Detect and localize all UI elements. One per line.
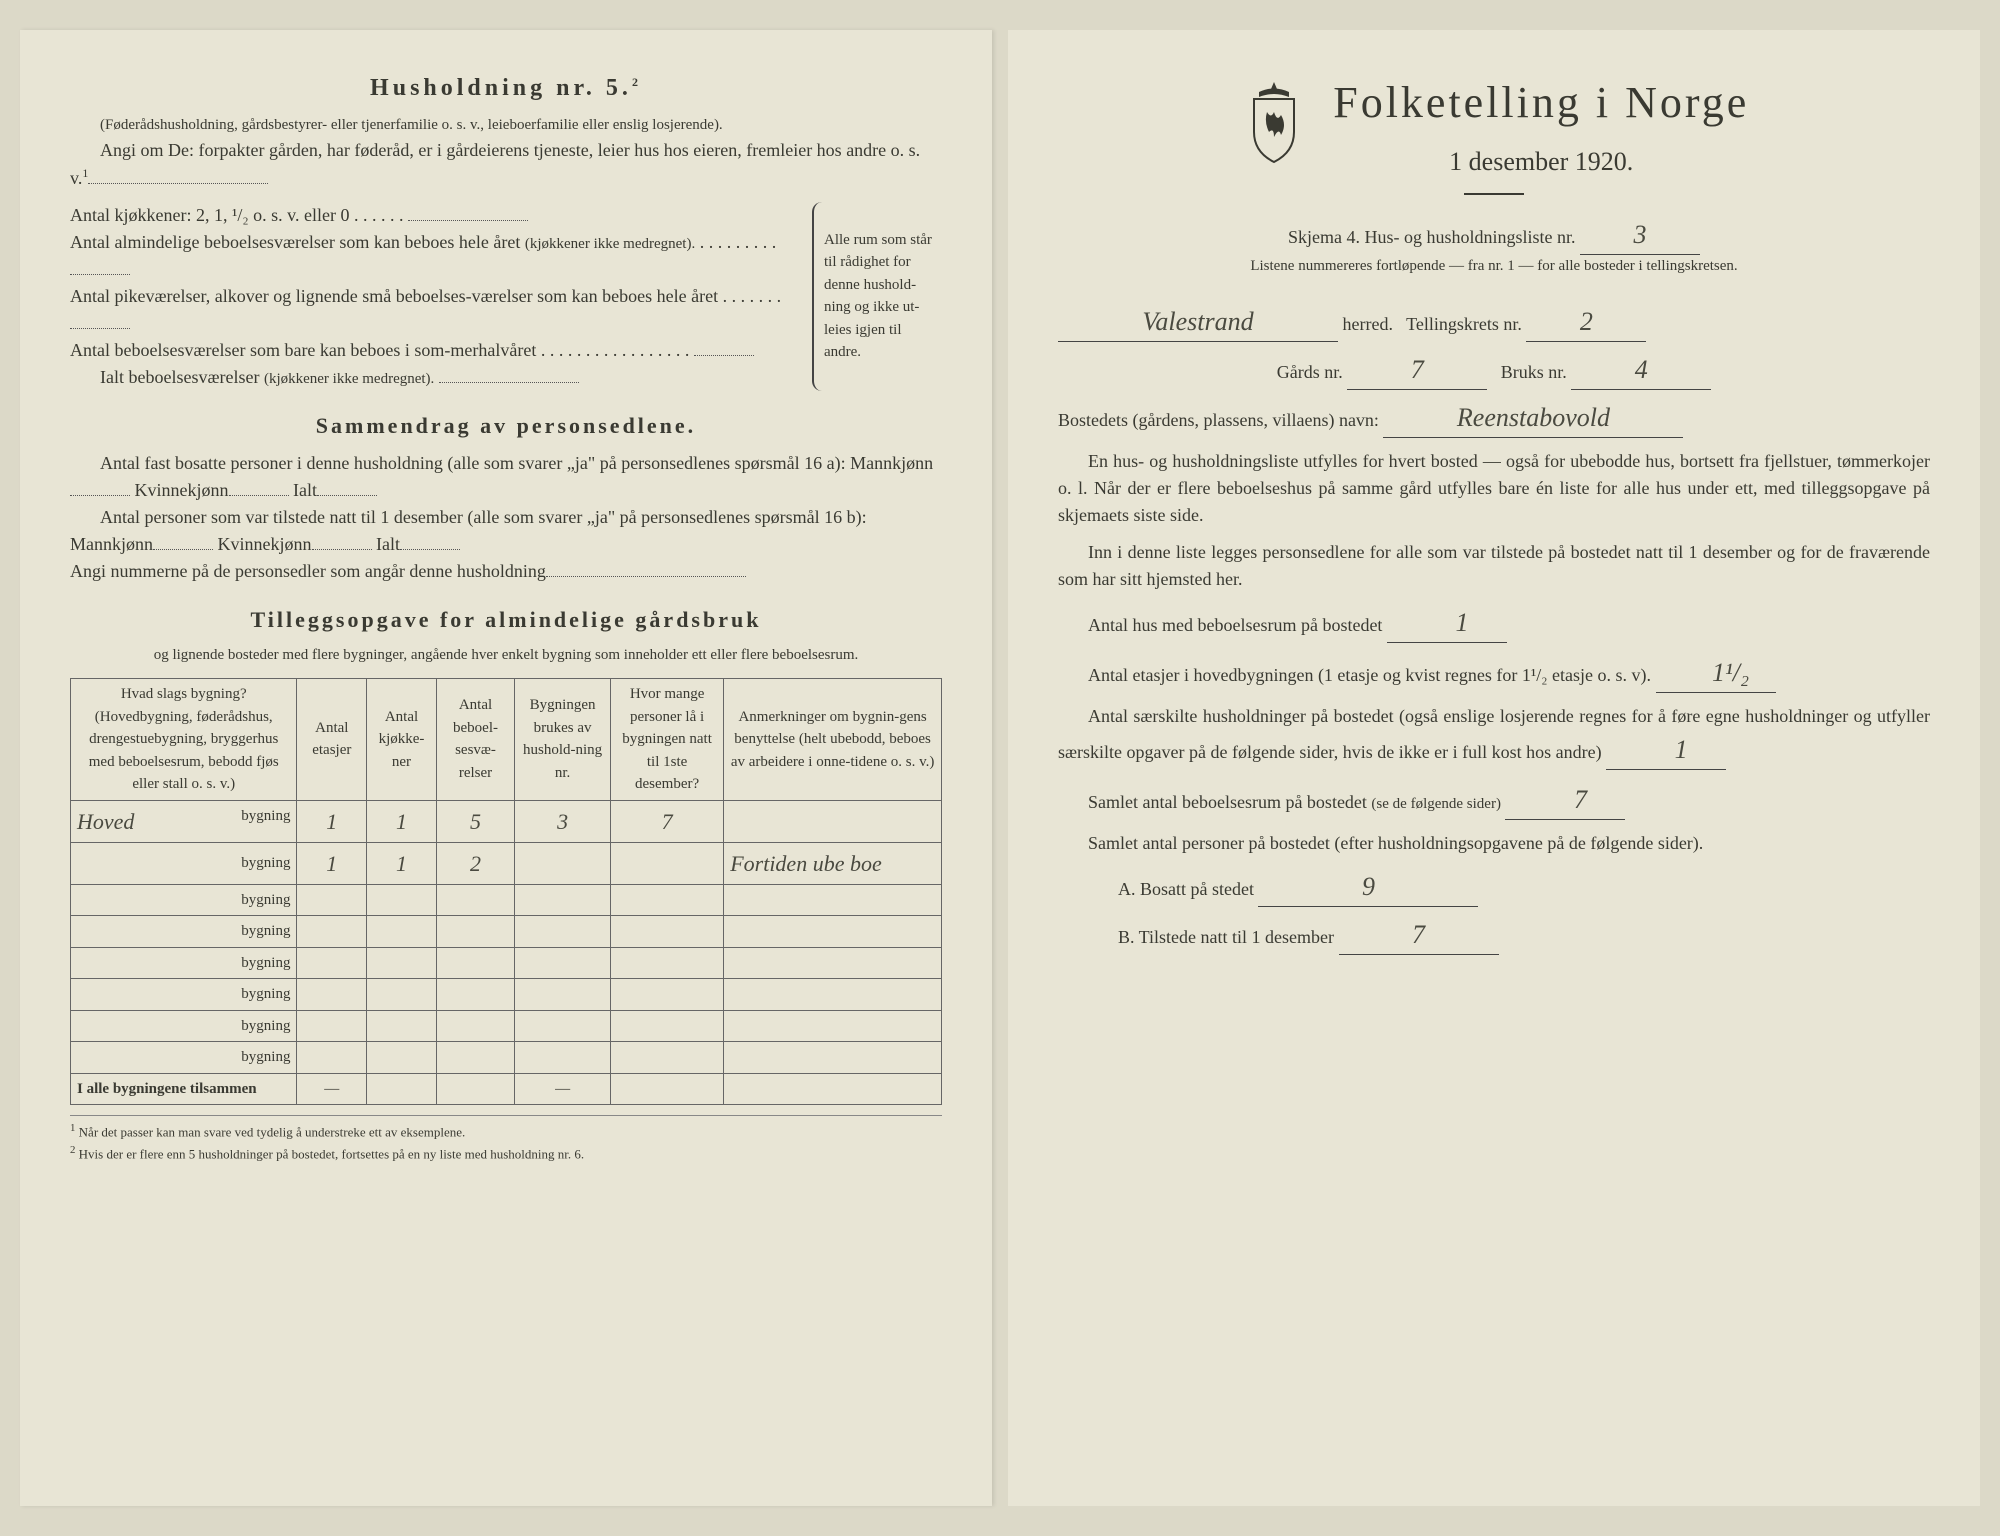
table-row: bygning112Fortiden ube boe bbox=[71, 842, 942, 884]
q2-value: 1¹/₂ bbox=[1656, 653, 1776, 693]
rooms-group: Antal kjøkkener: 2, 1, ¹/₂ o. s. v. elle… bbox=[70, 202, 942, 391]
tillegg-sub: og lignende bosteder med flere bygninger… bbox=[70, 644, 942, 667]
intro-note-2: Angi om De: forpakter gården, har føderå… bbox=[70, 137, 942, 192]
table-total-row: I alle bygningene tilsammen — — bbox=[71, 1073, 942, 1105]
th-rooms: Antal beboel-sesvæ-relser bbox=[436, 679, 514, 801]
q1-line: Antal hus med beboelsesrum på bostedet 1 bbox=[1058, 603, 1930, 643]
table-row: Hoved bygning11537 bbox=[71, 800, 942, 842]
household-heading: Husholdning nr. 5.2 bbox=[70, 70, 942, 106]
tillegg-heading: Tilleggsopgave for almindelige gårdsbruk bbox=[70, 603, 942, 636]
th-kitchens: Antal kjøkke-ner bbox=[367, 679, 437, 801]
right-page: Folketelling i Norge 1 desember 1920. Sk… bbox=[1008, 30, 1980, 1506]
kitchens-line: Antal kjøkkener: 2, 1, ¹/₂ o. s. v. elle… bbox=[70, 202, 812, 229]
q2-line: Antal etasjer i hovedbygningen (1 etasje… bbox=[1058, 653, 1930, 693]
th-notes: Anmerkninger om bygnin-gens benyttelse (… bbox=[724, 679, 942, 801]
footnote-2: 2 Hvis der er flere enn 5 husholdninger … bbox=[70, 1142, 942, 1164]
qA-value: 9 bbox=[1258, 867, 1478, 907]
qB-value: 7 bbox=[1339, 915, 1499, 955]
table-row: bygning bbox=[71, 884, 942, 916]
tellingskrets-value: 2 bbox=[1526, 302, 1646, 342]
rooms-line-1: Antal almindelige beboelsesværelser som … bbox=[70, 229, 812, 283]
brace-note: Alle rum som står til rådighet for denne… bbox=[812, 202, 942, 391]
divider-icon bbox=[1464, 193, 1524, 195]
table-row: bygning bbox=[71, 1010, 942, 1042]
footnote-1: 1 Når det passer kan man svare ved tydel… bbox=[70, 1120, 942, 1142]
title-block: Folketelling i Norge 1 desember 1920. bbox=[1058, 70, 1930, 195]
bruks-value: 4 bbox=[1571, 350, 1711, 390]
summary-line-1: Antal fast bosatte personer i denne hush… bbox=[70, 450, 942, 504]
intro-note-1: (Føderådshusholdning, gårdsbestyrer- ell… bbox=[70, 114, 942, 137]
buildings-table: Hvad slags bygning? (Hovedbygning, føder… bbox=[70, 678, 942, 1105]
table-row: bygning bbox=[71, 1042, 942, 1074]
paragraph-1: En hus- og husholdningsliste utfylles fo… bbox=[1058, 448, 1930, 529]
number-line: Angi nummerne på de personsedler som ang… bbox=[70, 558, 942, 585]
rooms-total-line: Ialt beboelsesværelser (kjøkkener ikke m… bbox=[70, 364, 812, 391]
herred-value: Valestrand bbox=[1058, 302, 1338, 342]
qB-line: B. Tilstede natt til 1 desember 7 bbox=[1118, 915, 1930, 955]
q3-line: Antal særskilte husholdninger på bostede… bbox=[1058, 703, 1930, 770]
rooms-line-3: Antal beboelsesværelser som bare kan beb… bbox=[70, 337, 812, 364]
table-header-row: Hvad slags bygning? (Hovedbygning, føder… bbox=[71, 679, 942, 801]
q1-value: 1 bbox=[1387, 603, 1507, 643]
main-title: Folketelling i Norge bbox=[1333, 70, 1749, 136]
th-type: Hvad slags bygning? (Hovedbygning, føder… bbox=[71, 679, 297, 801]
qA-line: A. Bosatt på stedet 9 bbox=[1118, 867, 1930, 907]
summary-line-2: Antal personer som var tilstede natt til… bbox=[70, 504, 942, 558]
th-floors: Antal etasjer bbox=[297, 679, 367, 801]
gards-value: 7 bbox=[1347, 350, 1487, 390]
paragraph-2: Inn i denne liste legges personsedlene f… bbox=[1058, 539, 1930, 593]
summary-heading: Sammendrag av personsedlene. bbox=[70, 409, 942, 442]
table-row: bygning bbox=[71, 979, 942, 1011]
rooms-line-2: Antal pikeværelser, alkover og lignende … bbox=[70, 283, 812, 337]
bosted-value: Reenstabovold bbox=[1383, 398, 1683, 438]
th-persons: Hvor mange personer lå i bygningen natt … bbox=[610, 679, 723, 801]
table-row: bygning bbox=[71, 947, 942, 979]
title-date: 1 desember 1920. bbox=[1333, 142, 1749, 181]
herred-line: Valestrand herred. Tellingskrets nr. 2 bbox=[1058, 302, 1930, 342]
left-page: Husholdning nr. 5.2 (Føderådshusholdning… bbox=[20, 30, 992, 1506]
q5-line: Samlet antal personer på bostedet (efter… bbox=[1058, 830, 1930, 857]
list-note: Listene nummereres fortløpende — fra nr.… bbox=[1058, 255, 1930, 278]
q4-line: Samlet antal beboelsesrum på bostedet (s… bbox=[1058, 780, 1930, 820]
footnotes: 1 Når det passer kan man svare ved tydel… bbox=[70, 1115, 942, 1164]
bosted-line: Bostedets (gårdens, plassens, villaens) … bbox=[1058, 398, 1930, 438]
skjema-line: Skjema 4. Hus- og husholdningsliste nr. … bbox=[1058, 215, 1930, 255]
coat-of-arms-icon bbox=[1239, 77, 1309, 175]
q3-value: 1 bbox=[1606, 730, 1726, 770]
list-number-value: 3 bbox=[1580, 215, 1700, 255]
th-household: Bygningen brukes av hushold-ning nr. bbox=[515, 679, 611, 801]
gards-line: Gårds nr. 7 Bruks nr. 4 bbox=[1058, 350, 1930, 390]
table-row: bygning bbox=[71, 916, 942, 948]
q4-value: 7 bbox=[1505, 780, 1625, 820]
